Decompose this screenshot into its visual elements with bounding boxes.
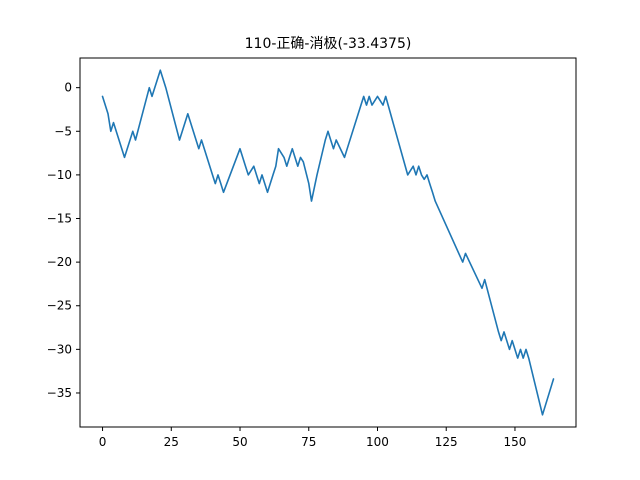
y-tick-label: −10 xyxy=(47,168,72,182)
x-tick-label: 25 xyxy=(164,435,179,449)
y-tick-label: −25 xyxy=(47,299,72,313)
y-tick-label: −20 xyxy=(47,255,72,269)
y-tick-label: −15 xyxy=(47,212,72,226)
x-axis: 0 25 50 75 100 125 150 xyxy=(99,427,527,449)
plot-area xyxy=(101,69,555,416)
series-line-0 xyxy=(101,69,555,416)
x-tick-label: 150 xyxy=(504,435,527,449)
x-tick-label: 0 xyxy=(99,435,107,449)
y-tick-label: −35 xyxy=(47,386,72,400)
axes-frame xyxy=(79,57,577,428)
x-tick-label: 50 xyxy=(232,435,247,449)
y-tick-label: 0 xyxy=(64,81,72,95)
chart-title: 110-正确-消极(-33.4375) xyxy=(245,36,412,52)
x-tick-label: 125 xyxy=(435,435,458,449)
y-tick-label: −30 xyxy=(47,342,72,356)
x-tick-label: 100 xyxy=(366,435,389,449)
y-tick-label: −5 xyxy=(54,124,72,138)
x-tick-label: 75 xyxy=(301,435,316,449)
y-axis: 0 −5 −10 −15 −20 −25 −30 −35 xyxy=(47,81,80,400)
